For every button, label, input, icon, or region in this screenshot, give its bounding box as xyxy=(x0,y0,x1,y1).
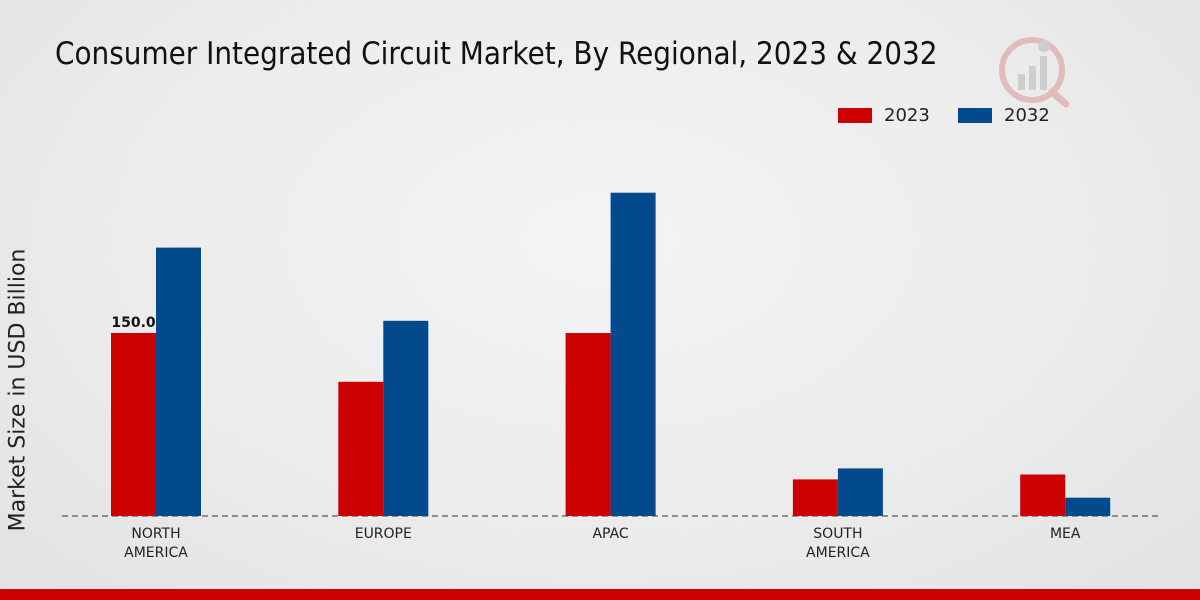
bar-2023-mea xyxy=(1020,474,1066,516)
bar-2023-europe xyxy=(338,381,384,516)
legend-label-2032: 2032 xyxy=(1004,104,1050,126)
legend-item-2032: 2032 xyxy=(958,104,1050,126)
bar-2023-apac xyxy=(565,333,611,516)
chart-title: Consumer Integrated Circuit Market, By R… xyxy=(55,36,938,72)
data-label: 150.0 xyxy=(111,315,156,331)
bar-2032-south-america xyxy=(837,468,883,516)
bottom-accent-bar xyxy=(0,589,1200,600)
bar-2023-south-america xyxy=(792,479,838,516)
bar-2032-apac xyxy=(610,192,656,516)
legend-item-2023: 2023 xyxy=(838,104,930,126)
x-tick-label: EUROPE xyxy=(355,526,412,542)
bar-2032-europe xyxy=(383,320,429,516)
bar-2032-north-america xyxy=(156,247,201,516)
bar-2023-north-america xyxy=(111,333,156,516)
bar-2032-mea xyxy=(1065,497,1111,516)
legend-label-2023: 2023 xyxy=(884,104,930,126)
legend-swatch-2032 xyxy=(958,107,992,123)
x-tick-label: APAC xyxy=(592,526,628,542)
brand-logo-icon xyxy=(999,37,1070,108)
x-tick-label: NORTH AMERICA xyxy=(124,526,188,561)
x-tick-label: SOUTH AMERICA xyxy=(806,526,870,561)
legend-swatch-2023 xyxy=(838,107,872,123)
x-tick-label: MEA xyxy=(1050,526,1081,542)
